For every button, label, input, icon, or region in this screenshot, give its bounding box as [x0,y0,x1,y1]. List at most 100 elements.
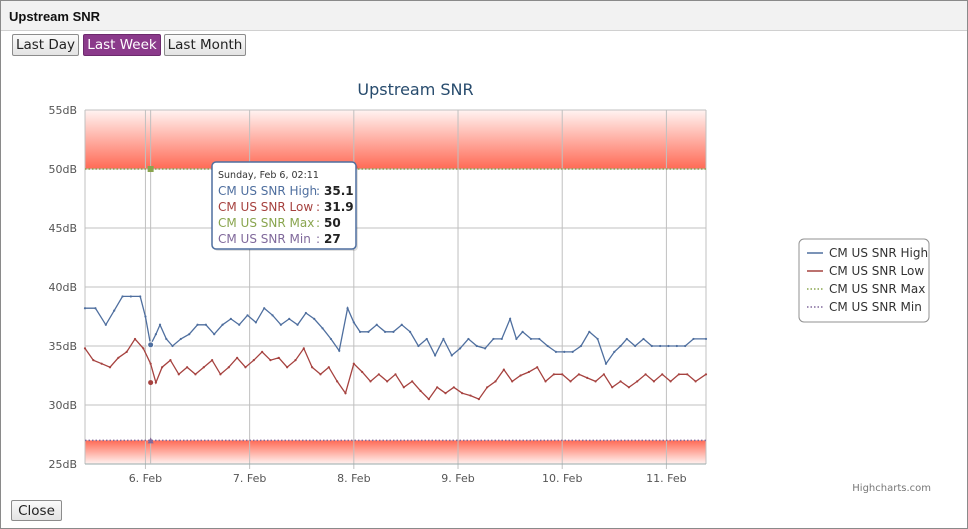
tooltip-row-label: CM US SNR Max [218,216,314,230]
legend-item-label[interactable]: CM US SNR Min [829,300,922,314]
series-2-point [154,381,157,384]
x-tick-label: 7. Feb [233,472,266,485]
series-1-point [154,333,157,336]
legend-item-label[interactable]: CM US SNR Max [829,282,925,296]
series-1-point [563,350,566,353]
series-2-point [677,373,681,376]
series-1-point [619,344,622,348]
series-1-point [613,350,616,353]
series-2-point [161,366,164,369]
series-1-point [329,337,332,341]
series-2-point [219,373,222,376]
series-1-point [158,323,162,326]
tooltip-row-value: 50 [324,216,341,230]
series-2-point [461,392,464,395]
series-2-point [100,362,103,365]
series-2-point [602,373,605,376]
series-2-point [236,356,239,359]
series-1-point [554,350,558,353]
close-button[interactable]: Close [11,500,62,521]
series-2-point [352,362,355,365]
series-2-point [92,359,95,362]
series-1-point [538,337,541,341]
chart-svg: Upstream SNR 25dB 30dB 35dB 40dB 45dB 50dB 55dB… [48,80,931,494]
dialog-titlebar[interactable]: Upstream SNR [1,1,967,31]
series-1-point [313,317,316,320]
series-2-point [186,366,189,369]
series-1-point [625,337,628,341]
series-2-point [694,380,697,383]
series-2-point [302,347,305,350]
series-2-point [411,380,414,383]
series-2-point [386,380,389,383]
series-2-point [669,380,672,383]
series-1-point [659,344,662,348]
x-tick-label: 11. Feb [646,472,686,485]
last-month-button[interactable]: Last Month [164,34,246,56]
legend-item-label[interactable]: CM US SNR Low [829,264,924,278]
series-1-point [358,330,362,333]
series-2-point [177,373,180,376]
series-line-1 [85,295,706,366]
series-1-point [321,327,324,330]
series-2-point [511,380,514,383]
plot-band-0 [85,110,706,169]
series-2-point [133,337,137,341]
series-2-point [194,373,197,376]
series-2-point [494,380,497,383]
chart-credits[interactable]: Highcharts.com [852,483,931,494]
series-2-point [169,359,172,362]
tooltip-row-label: CM US SNR Low [218,200,313,214]
tooltip-row-label: CM US SNR Min [218,232,311,246]
series-1-point [433,354,437,357]
series-1-point [500,337,503,341]
series-1-point [546,344,549,348]
legend-item-label[interactable]: CM US SNR High [829,246,928,260]
series-1-point [417,344,420,348]
chart-container: Upstream SNR 25dB 30dB 35dB 40dB 45dB 50dB 55dB… [9,61,959,499]
series-1-point [213,333,216,336]
tooltip-row-value: 31.9 [324,200,354,214]
y-tick-label: 50dB [48,163,77,176]
series-1-point [179,337,182,341]
last-week-button[interactable]: Last Week [83,34,161,56]
series-1-point [94,307,97,310]
series-1-point [367,330,370,333]
series-1-point [204,323,207,326]
series-1-point [484,347,487,350]
tooltip-row-label: CM US SNR High [218,184,317,198]
last-day-button[interactable]: Last Day [12,34,79,56]
series-1-point [296,323,299,326]
series-2-point [261,350,264,353]
y-tick-label: 55dB [48,104,77,117]
series-2-point [527,370,530,374]
legend-box [798,238,930,323]
series-1-point [704,337,708,341]
series-2-point [419,389,422,392]
y-tick-label: 40dB [48,281,77,294]
series-1-point [515,337,518,341]
x-tick-label: 9. Feb [441,472,474,485]
series-1-point [521,330,524,333]
series-1-point [188,333,191,336]
series-1-point [675,344,678,348]
chart-title: Upstream SNR [357,80,473,99]
series-2-point [117,356,120,359]
series-1-point [692,337,695,341]
series-1-point [642,337,645,341]
series-1-point [83,307,87,310]
tooltip-row-separator: : [316,200,320,214]
series-2-point [469,394,472,397]
series-2-point [452,386,455,389]
series-1-point [246,314,249,317]
series-1-point [196,323,199,326]
series-2-point [244,366,247,369]
series-1-point [352,321,355,324]
series-1-point [263,307,266,310]
series-1-point [400,323,403,326]
series-1-point [288,317,291,320]
series-1-point [121,295,124,298]
series-2-point [636,380,639,383]
series-1-point [165,337,168,341]
